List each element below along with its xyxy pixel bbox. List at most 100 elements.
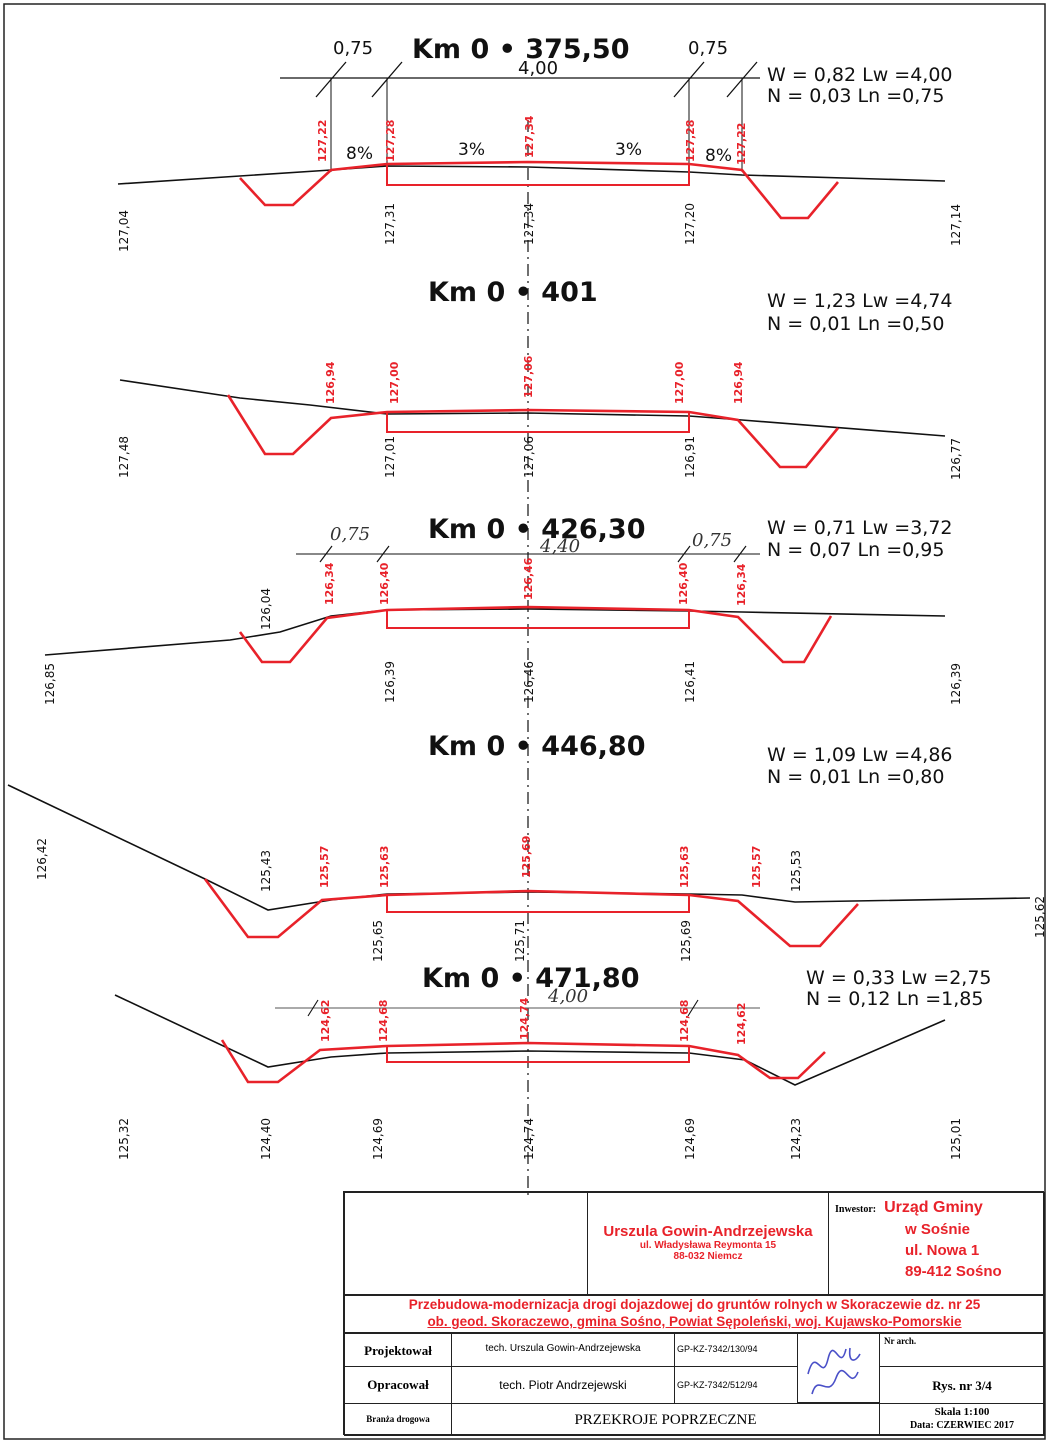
section-1-slope-3: 3% xyxy=(615,140,642,160)
section-1-red-elev: 127,28 xyxy=(684,120,697,162)
section-2-ground-elev: 127,06 xyxy=(522,436,536,478)
section-3-ground-line xyxy=(44,608,946,656)
section-5-n: N = 0,12 Ln =1,85 xyxy=(806,988,983,1010)
section-2-red-elev: 127,06 xyxy=(522,355,535,398)
section-2-w: W = 1,23 Lw =4,74 xyxy=(767,290,953,312)
section-5-red-elev: 124,62 xyxy=(319,1000,332,1042)
designed-by-name: tech. Urszula Gowin-Andrzejewska xyxy=(451,1333,675,1367)
investor-street: ul. Nowa 1 xyxy=(905,1242,980,1259)
section-4-red-elev: 125,69 xyxy=(520,836,533,878)
section-1-km: Km 0 • 375,50 xyxy=(412,34,630,65)
section-1-red-elev: 127,22 xyxy=(316,120,329,162)
date: Data: CZERWIEC 2017 xyxy=(909,1420,1015,1431)
section-1-ground-elev: 127,34 xyxy=(522,203,536,245)
section-4-red-elev: 125,63 xyxy=(378,846,391,888)
investor-city: 89-412 Sośno xyxy=(905,1263,1002,1280)
investor-cell: Inwestor: Urząd Gminy w Sośnie ul. Nowa … xyxy=(828,1192,1045,1295)
section-5-ground-elev: 124,69 xyxy=(371,1118,385,1160)
section-4-n: N = 0,01 Ln =0,80 xyxy=(767,766,944,788)
section-5-dim-center: 4,00 xyxy=(547,986,588,1007)
section-1-slope-1: 8% xyxy=(346,144,373,164)
project-line-2: ob. geod. Skoraczewo, gmina Sośno, Powia… xyxy=(427,1314,962,1329)
section-3-red-elev: 126,40 xyxy=(378,562,391,605)
designer-name: Urszula Gowin-Andrzejewska xyxy=(603,1223,813,1240)
section-3-w: W = 0,71 Lw =3,72 xyxy=(767,517,953,539)
designed-by-number: GP-KZ-7342/130/94 xyxy=(674,1333,798,1367)
section-2-red-elev: 127,00 xyxy=(388,361,401,404)
section-5-w: W = 0,33 Lw =2,75 xyxy=(806,967,992,989)
section-2-ground-elev: 126,77 xyxy=(949,438,963,480)
project-name-cell: Przebudowa-modernizacja drogi dojazdowej… xyxy=(344,1295,1045,1333)
archive-number: Nr arch. xyxy=(879,1333,1045,1367)
section-5-ground-elev: 125,01 xyxy=(949,1118,963,1160)
discipline-label: Branża drogowa xyxy=(344,1403,452,1436)
section-5-design-line xyxy=(220,1039,826,1084)
section-3-ground-elev: 126,39 xyxy=(383,661,397,703)
section-471-80: Km 0 • 471,80 W = 0,33 Lw =2,75 N = 0,12… xyxy=(114,963,992,1160)
scale-date-cell: Skala 1:100 Data: CZERWIEC 2017 xyxy=(879,1403,1045,1436)
investor-label: Inwestor: xyxy=(835,1204,877,1215)
section-3-red-elev: 126,40 xyxy=(677,562,690,605)
section-4-red-elev: 125,57 xyxy=(750,846,763,888)
section-2-red-elev: 126,94 xyxy=(324,361,337,404)
section-1-red-elev: 127,22 xyxy=(735,123,748,165)
section-1-ground-elev: 127,14 xyxy=(949,204,963,246)
scale: Skala 1:100 xyxy=(934,1406,990,1418)
section-5-ground-elev: 124,69 xyxy=(683,1118,697,1160)
section-1-dim-center: 4,00 xyxy=(518,58,558,79)
section-3-n: N = 0,07 Ln =0,95 xyxy=(767,539,944,561)
designer-cell: Urszula Gowin-Andrzejewska ul. Władysław… xyxy=(587,1192,829,1295)
section-1-ground-elev: 127,04 xyxy=(117,210,131,252)
section-3-red-elev: 126,34 xyxy=(323,562,336,605)
section-3-ground-elev: 126,85 xyxy=(43,663,57,705)
section-1-dim-right: 0,75 xyxy=(688,38,728,59)
section-1-slope-4: 8% xyxy=(705,146,732,166)
section-1-design-line xyxy=(239,160,839,220)
section-5-km: Km 0 • 471,80 xyxy=(422,963,640,994)
section-4-ground-elev: 125,62 xyxy=(1033,896,1047,938)
prepared-by-number: GP-KZ-7342/512/94 xyxy=(674,1366,798,1404)
investor-name: Urząd Gminy xyxy=(884,1199,983,1216)
section-3-dim-left: 0,75 xyxy=(330,524,370,545)
designer-city: 88-032 Niemcz xyxy=(673,1251,743,1262)
section-5-red-elev: 124,62 xyxy=(735,1003,748,1045)
section-3-design-line xyxy=(238,605,833,664)
section-5-red-elev: 124,68 xyxy=(678,1000,691,1042)
title-block: Urszula Gowin-Andrzejewska ul. Władysław… xyxy=(343,1191,1045,1436)
section-5-ground-elev: 124,23 xyxy=(789,1118,803,1160)
section-4-km: Km 0 • 446,80 xyxy=(428,731,646,762)
section-3-dim-right: 0,75 xyxy=(692,530,732,551)
section-4-ground-elev: 126,42 xyxy=(35,838,49,880)
section-401: Km 0 • 401 W = 1,23 Lw =4,74 N = 0,01 Ln… xyxy=(117,277,963,480)
section-1-red-elev: 127,28 xyxy=(384,120,397,162)
drawing-title: PRZEKROJE POPRZECZNE xyxy=(451,1403,880,1436)
section-4-red-elev: 125,57 xyxy=(318,846,331,888)
prepared-by-name: tech. Piotr Andrzejewski xyxy=(451,1366,675,1404)
section-1-w: W = 0,82 Lw =4,00 xyxy=(767,64,953,86)
section-2-ground-elev: 127,01 xyxy=(383,436,397,478)
section-1-dim-left: 0,75 xyxy=(333,38,373,59)
section-4-ground-elev: 125,53 xyxy=(789,850,803,892)
section-4-ground-elev: 125,65 xyxy=(371,920,385,962)
section-3-ground-elev: 126,41 xyxy=(683,661,697,703)
section-1-ground-elev: 127,20 xyxy=(683,203,697,245)
section-1-ground-elev: 127,31 xyxy=(383,203,397,245)
drawing-number: Rys. nr 3/4 xyxy=(879,1366,1045,1404)
section-4-red-elev: 125,63 xyxy=(678,846,691,888)
section-375-50: Km 0 • 375,50 W = 0,82 Lw =4,00 N = 0,03… xyxy=(117,34,963,252)
investor-name-2: w Sośnie xyxy=(905,1221,971,1238)
section-5-ground-elev: 124,74 xyxy=(522,1118,536,1160)
section-3-ground-elev: 126,04 xyxy=(259,588,273,630)
section-4-design-line xyxy=(203,878,859,948)
section-2-km: Km 0 • 401 xyxy=(428,277,598,308)
section-3-dim-center: 4,40 xyxy=(539,536,580,557)
section-5-ground-line xyxy=(114,994,946,1086)
designer-street: ul. Władysława Reymonta 15 xyxy=(639,1240,777,1251)
section-5-ground-elev: 125,32 xyxy=(117,1118,131,1160)
section-2-n: N = 0,01 Ln =0,50 xyxy=(767,313,944,335)
section-1-red-elev: 127,34 xyxy=(523,115,536,158)
signature-mark xyxy=(807,1347,861,1395)
signature-cell xyxy=(797,1333,880,1403)
designed-by-label: Projektował xyxy=(344,1333,452,1367)
